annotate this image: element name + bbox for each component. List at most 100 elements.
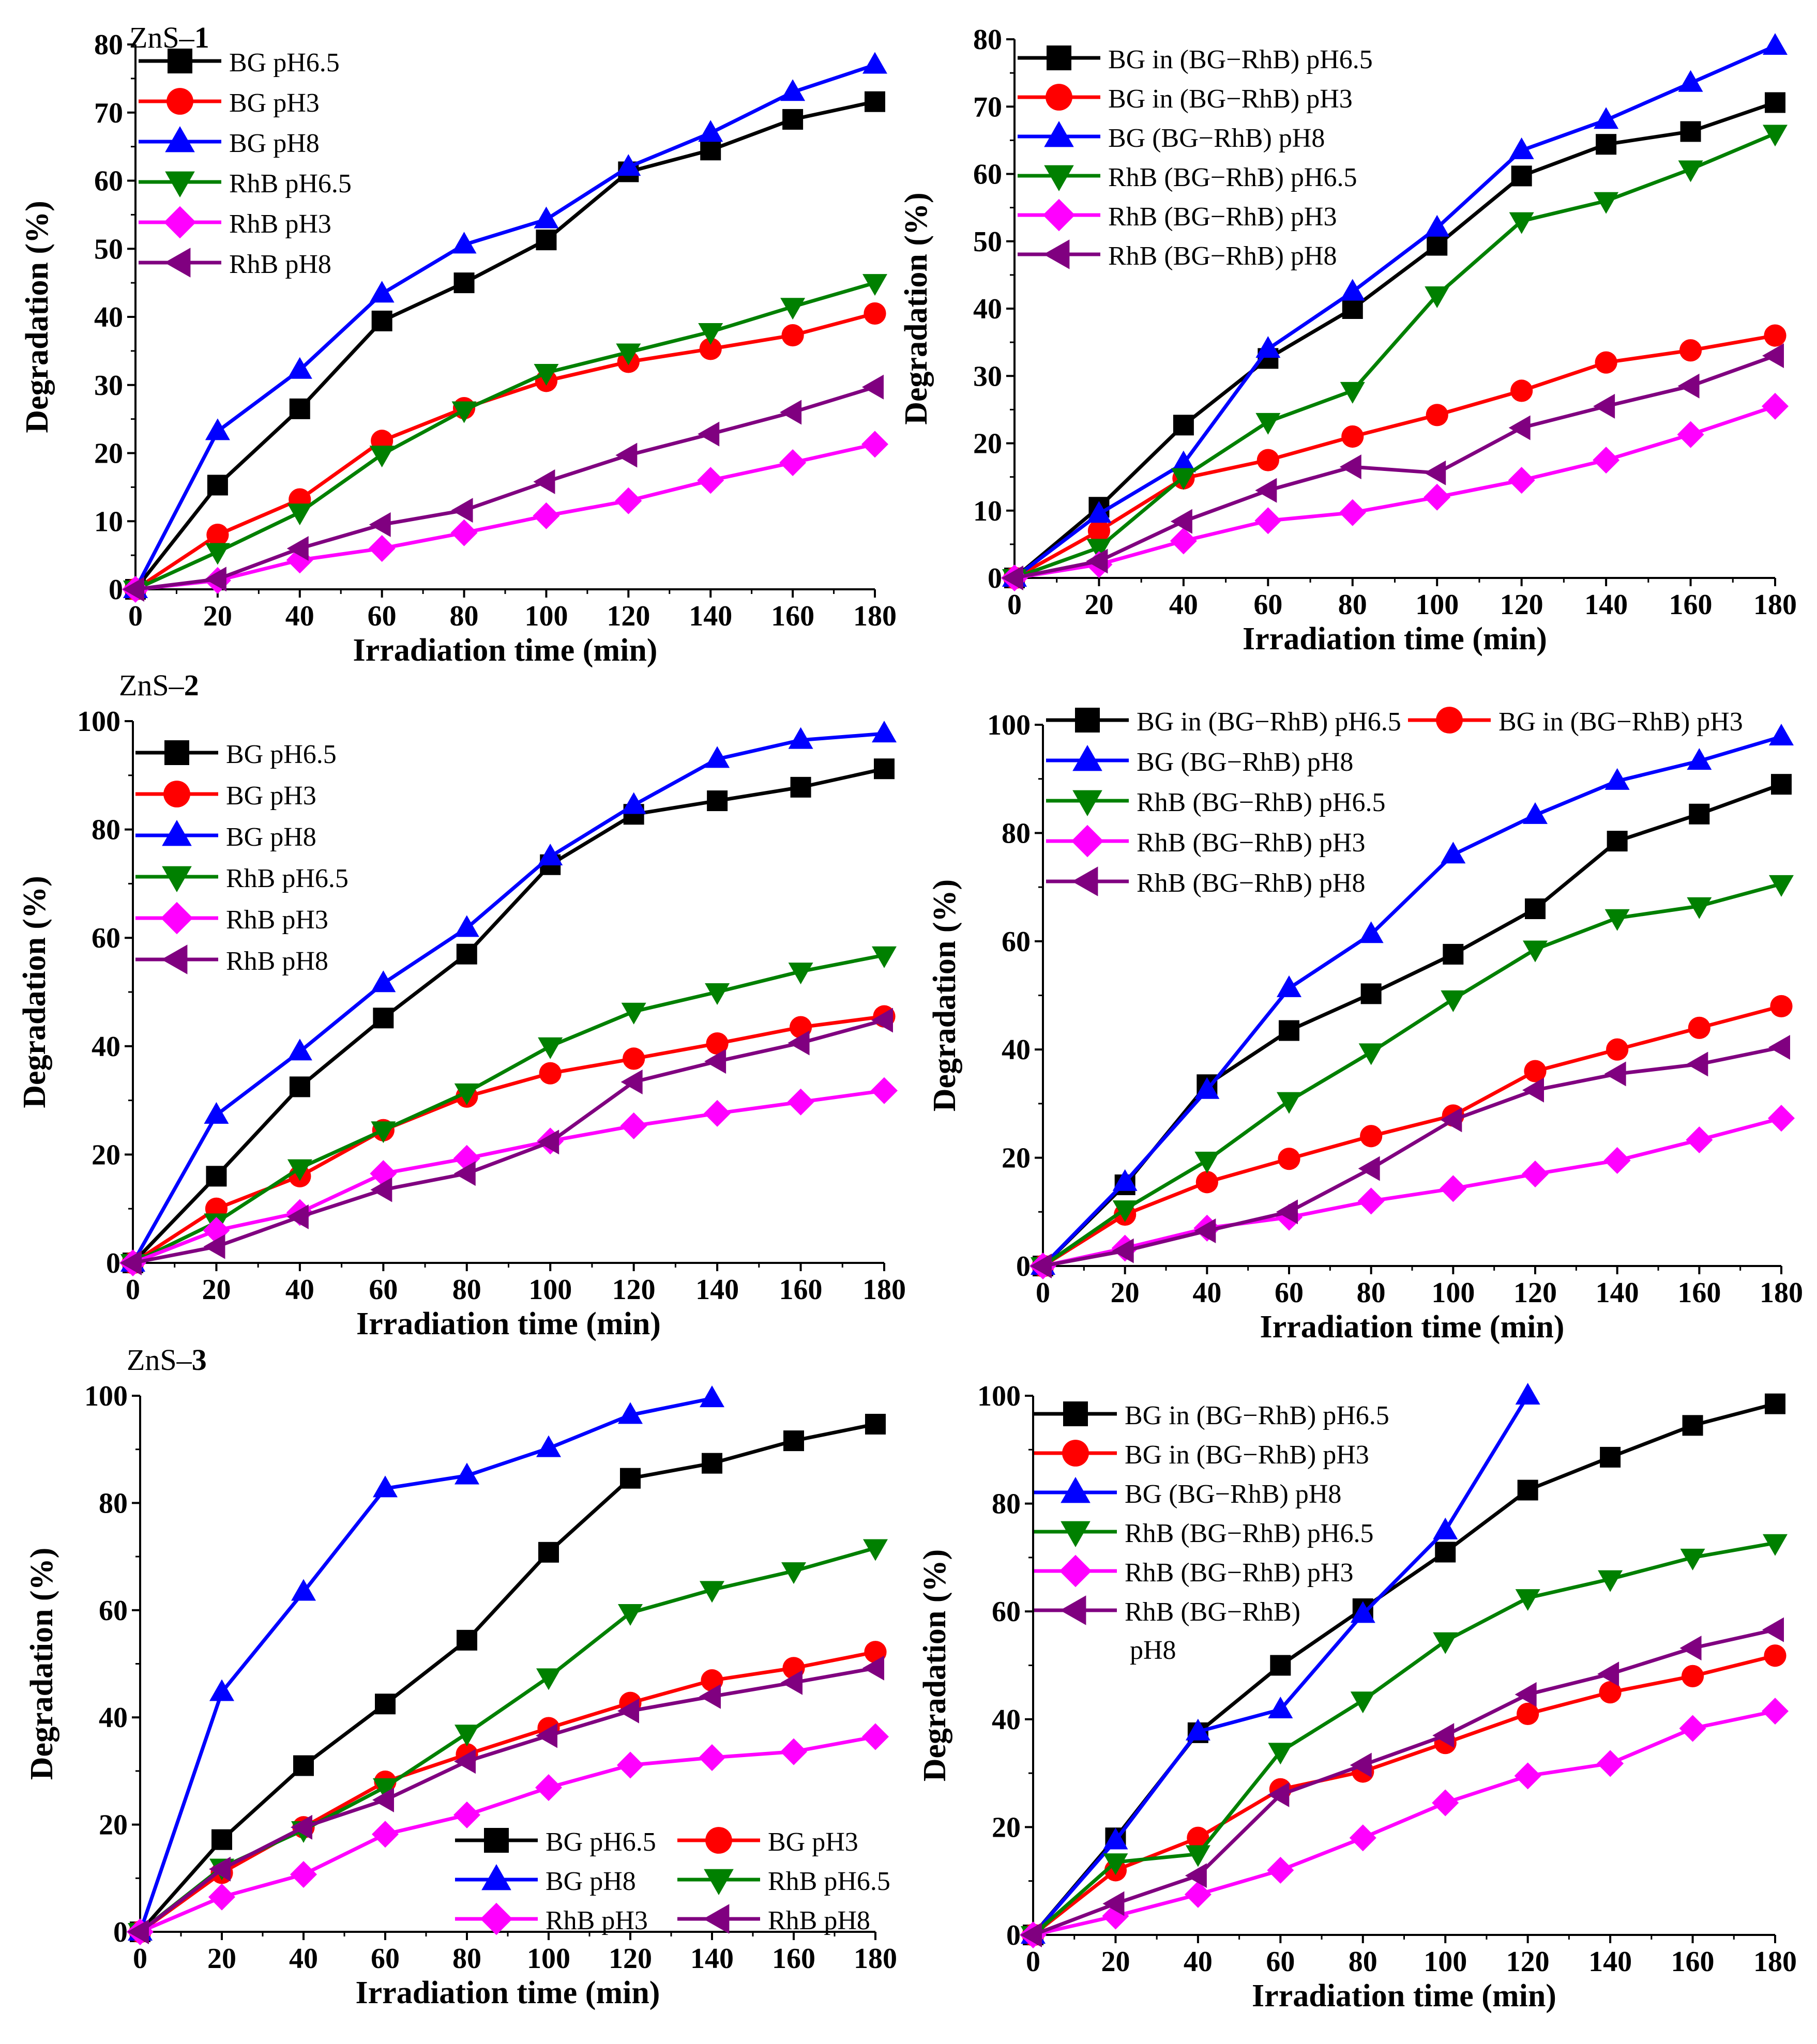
data-point (1268, 1743, 1293, 1765)
series-line (1033, 1709, 1776, 1937)
legend-item: RhB pH8 (135, 944, 328, 976)
data-point (206, 1166, 227, 1187)
y-tick-label: 20 (94, 438, 123, 470)
data-point (370, 1177, 392, 1202)
x-tick-label: 100 (1431, 1277, 1475, 1309)
data-point (788, 963, 813, 985)
series-line (1032, 1541, 1776, 1936)
data-point (1432, 1789, 1459, 1817)
section-label-zns-2: ZnS–2 (119, 668, 199, 702)
data-point (454, 1083, 479, 1105)
x-tick-label: 40 (1192, 1277, 1221, 1309)
section-label-prefix: ZnS– (119, 668, 185, 702)
y-tick-label: 40 (94, 301, 123, 333)
series-bg-ph8 (128, 1385, 724, 1941)
series-line (131, 731, 885, 1264)
data-point (373, 1475, 398, 1498)
legend-label: BG pH6.5 (546, 1827, 656, 1857)
data-point (451, 232, 477, 254)
data-point (123, 577, 144, 602)
series-rhb-bg-rhb-ph6-5 (1002, 125, 1788, 591)
section-label-number: 2 (184, 668, 199, 702)
data-point (1171, 450, 1196, 472)
legend-marker (704, 1869, 734, 1895)
x-tick-label: 80 (1349, 1946, 1377, 1978)
section-label-zns-1: ZnS–1 (129, 21, 209, 54)
data-point (704, 1100, 731, 1127)
data-point (1762, 343, 1784, 369)
data-point (291, 1814, 312, 1840)
chart-zns3-single: 0 20 40 60 80 100 120 140 160 180020406080100Irra… (24, 1380, 897, 2010)
data-point (1593, 393, 1615, 419)
y-tick-label: 20 (99, 1809, 128, 1841)
series-bg-ph6-5 (130, 1413, 886, 1942)
legend-marker (1071, 825, 1104, 858)
x-tick-label: 20 (1111, 1277, 1140, 1309)
data-point (1440, 1175, 1467, 1202)
x-tick-label: 0 (1007, 589, 1022, 621)
data-point (1593, 447, 1620, 474)
legend-item: RhB (BG−RhB) pH8 (1018, 239, 1337, 271)
data-point (1185, 1845, 1210, 1867)
x-tick-label: 180 (1753, 589, 1797, 621)
y-tick-label: 80 (92, 814, 120, 846)
data-point (533, 469, 555, 494)
data-point (620, 1069, 643, 1094)
data-point (1764, 1644, 1786, 1667)
data-point (1595, 351, 1617, 374)
data-point (1604, 909, 1630, 931)
data-point (1270, 1655, 1291, 1676)
data-point (707, 790, 728, 812)
y-tick-label: 10 (973, 495, 1002, 527)
data-point (1515, 1383, 1540, 1405)
data-point (618, 1604, 643, 1626)
data-point (372, 1787, 394, 1812)
legend-label: BG (BG−RhB) pH8 (1137, 748, 1353, 777)
x-tick-label: 60 (371, 1943, 400, 1975)
data-point (698, 421, 720, 447)
data-point (1433, 1632, 1458, 1654)
x-tick-label: 100 (527, 1943, 570, 1975)
data-point (1522, 1161, 1549, 1188)
data-point (287, 1159, 312, 1181)
legend-marker (161, 944, 188, 974)
x-tick-label: 100 (1415, 589, 1459, 621)
data-point (780, 400, 802, 425)
legend-item: RhB pH6.5 (677, 1867, 890, 1896)
legend-marker (162, 866, 192, 892)
data-point (1523, 802, 1548, 824)
data-point (207, 475, 228, 496)
data-point (205, 543, 230, 565)
legend-marker (705, 1827, 732, 1854)
data-point (620, 1112, 647, 1139)
data-point (371, 970, 396, 993)
x-axis-label: Irradiation time (min) (1243, 621, 1547, 657)
legend-item: BG pH6.5 (135, 740, 337, 769)
data-point (616, 154, 641, 176)
x-tick-label: 100 (528, 1274, 572, 1306)
data-point (779, 449, 807, 476)
series-line (139, 1422, 876, 1933)
data-point (1679, 339, 1702, 362)
legend-label: RhB pH8 (768, 1906, 870, 1935)
data-point (1358, 921, 1384, 943)
data-point (1255, 413, 1281, 435)
legend-item: RhB (BG−RhB) pH3 (1018, 199, 1337, 232)
legend-label: RhB pH3 (226, 905, 328, 935)
series-line (1013, 333, 1776, 580)
legend-label: BG pH8 (229, 129, 320, 158)
data-point (1525, 898, 1546, 919)
data-point (1508, 467, 1535, 494)
legend-label: BG pH3 (229, 88, 320, 118)
data-point (700, 140, 721, 161)
section-label-number: 3 (192, 1343, 207, 1377)
data-point (783, 1430, 804, 1452)
legend-label: RhB (BG−RhB) pH8 (1108, 241, 1337, 271)
series-line (1042, 1004, 1782, 1268)
data-point (1279, 1020, 1299, 1041)
data-point (1762, 392, 1789, 420)
x-tick-label: 100 (1424, 1946, 1467, 1978)
data-point (1268, 1697, 1293, 1719)
data-point (369, 281, 395, 303)
data-point (1432, 1723, 1455, 1748)
